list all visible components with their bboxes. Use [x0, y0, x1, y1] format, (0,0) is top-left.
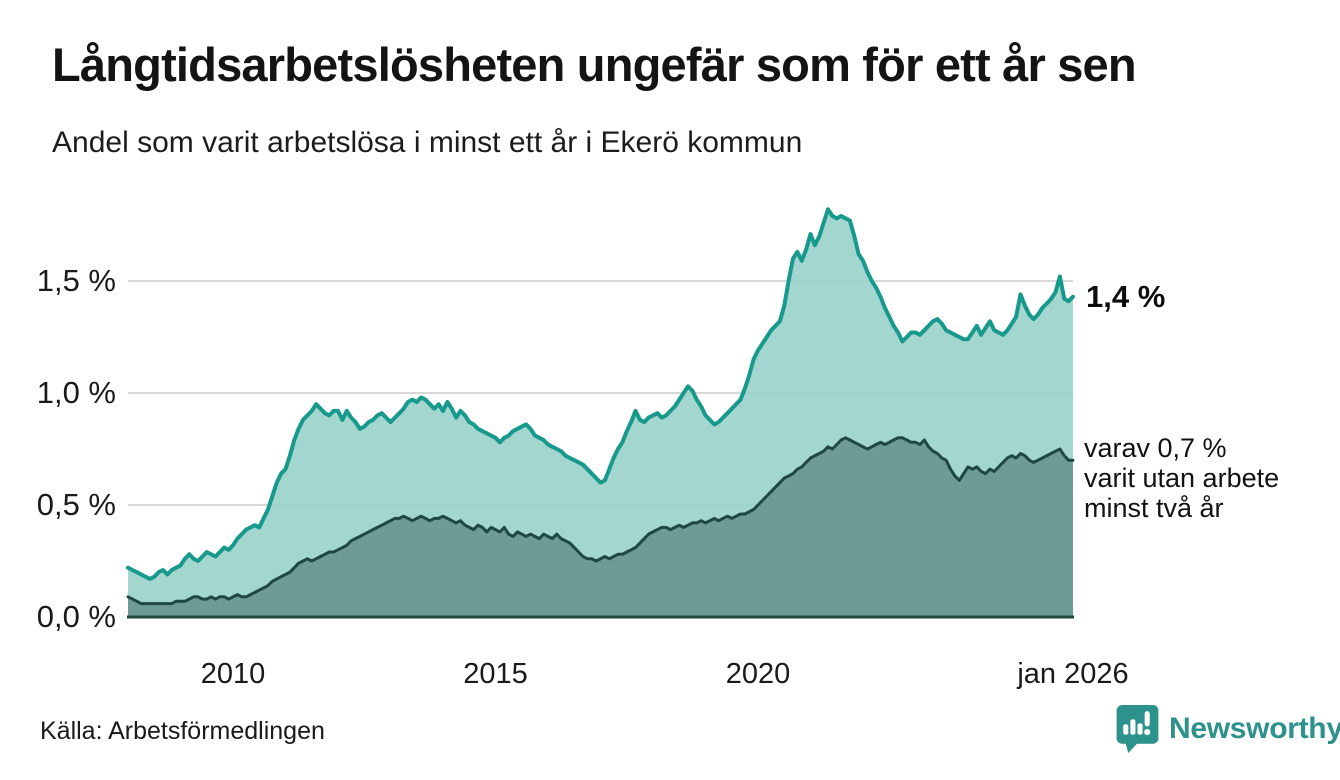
x-tick-label: 2020 [725, 658, 791, 690]
newsworthy-wordmark: Newsworthy [1169, 711, 1340, 745]
value-label-subset: varav 0,7 % varit utan arbete minst två … [1084, 433, 1280, 523]
x-tick-label: 2010 [200, 658, 266, 690]
total-line [126, 207, 1075, 581]
y-tick-label: 1,0 % [36, 375, 116, 410]
x-tick-label: jan 2026 [1017, 658, 1129, 690]
source-note: Källa: Arbetsförmedlingen [40, 717, 325, 745]
subset-area [128, 437, 1073, 617]
chart-title: Långtidsarbetslösheten ungefär som för e… [52, 38, 1137, 91]
y-tick-label: 0,5 % [36, 487, 116, 522]
value-label-total: 1,4 % [1086, 279, 1166, 314]
newsworthy-logo: Newsworthy [1115, 703, 1340, 754]
y-tick-label: 0,0 % [36, 599, 116, 634]
x-tick-label: 2015 [463, 658, 528, 690]
chart-subtitle: Andel som varit arbetslösa i minst ett å… [52, 126, 803, 159]
subset-line [126, 436, 1075, 606]
y-tick-label: 1,5 % [36, 263, 116, 298]
newsworthy-pin-icon [1116, 705, 1159, 753]
